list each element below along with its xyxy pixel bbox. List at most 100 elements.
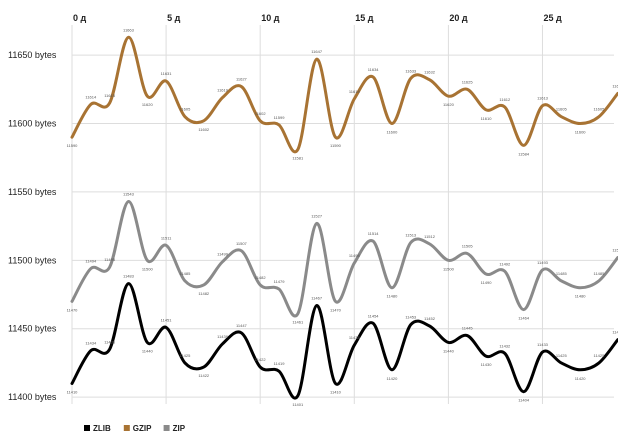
- data-label: 11422: [198, 373, 210, 378]
- data-label: 11440: [443, 348, 455, 353]
- data-label: 11404: [518, 398, 530, 403]
- data-label: 11440: [142, 348, 154, 353]
- data-label: 11499: [217, 252, 229, 257]
- data-label: 11425: [556, 353, 568, 358]
- data-label: 11401: [292, 402, 304, 407]
- legend-label: GZIP: [133, 424, 152, 433]
- data-label: 11485: [180, 271, 192, 276]
- data-label: 11600: [575, 130, 587, 135]
- data-label: 11410: [330, 389, 342, 394]
- x-tick-label: 5 д: [167, 13, 181, 23]
- series-line-zlib: [70, 282, 618, 400]
- data-label: 11619: [217, 88, 229, 93]
- data-label: 11498: [349, 253, 361, 258]
- y-tick-label: 11600 bytes: [8, 119, 57, 129]
- data-label: 11618: [349, 89, 361, 94]
- data-label: 11600: [387, 130, 399, 135]
- data-label: 11445: [462, 326, 474, 331]
- data-label: 11622: [612, 83, 618, 88]
- data-label: 11634: [368, 67, 380, 72]
- data-label: 11494: [85, 259, 97, 264]
- x-axis-ticks: 0 д 5 д 10 д 15 д 20 д 25 д: [73, 13, 562, 23]
- y-tick-label: 11450 bytes: [8, 324, 57, 334]
- data-label: 11602: [198, 127, 210, 132]
- legend-swatch: [123, 425, 130, 431]
- y-tick-label: 11650 bytes: [8, 50, 57, 60]
- data-label: 11599: [274, 115, 286, 120]
- data-label: 11620: [443, 102, 455, 107]
- data-label: 11480: [575, 294, 587, 299]
- series-lines: [70, 35, 618, 400]
- data-label: 11470: [67, 307, 79, 312]
- data-label: 11633: [405, 68, 417, 73]
- legend-swatch: [163, 425, 170, 431]
- data-label: 11430: [481, 362, 493, 367]
- data-label: 11422: [255, 357, 267, 362]
- legend-swatch: [84, 425, 90, 431]
- y-tick-label: 11500 bytes: [8, 255, 57, 265]
- data-label: 11647: [311, 49, 323, 54]
- data-label: 11435: [104, 339, 116, 344]
- data-label: 11433: [537, 342, 549, 347]
- y-tick-label: 11550 bytes: [8, 187, 57, 197]
- data-label: 11505: [462, 243, 474, 248]
- data-label: 11620: [142, 102, 154, 107]
- data-label: 11507: [236, 241, 248, 246]
- data-label: 11612: [499, 97, 511, 102]
- data-label: 11512: [424, 234, 436, 239]
- x-tick-label: 20 д: [449, 13, 468, 23]
- data-label: 11610: [481, 116, 493, 121]
- data-label: 11453: [405, 315, 417, 320]
- data-label: 11602: [255, 111, 267, 116]
- data-label: 11500: [142, 266, 154, 271]
- legend-label: ZIP: [173, 424, 186, 433]
- data-label: 11527: [311, 213, 323, 218]
- data-label: 11581: [292, 156, 304, 161]
- data-label: 11614: [85, 94, 97, 99]
- data-label: 11625: [462, 79, 474, 84]
- data-label: 11447: [236, 323, 248, 328]
- data-label: 11613: [537, 96, 549, 101]
- data-label: 11632: [424, 70, 436, 75]
- data-label: 11454: [368, 313, 380, 318]
- data-label: 11490: [481, 280, 493, 285]
- x-tick-label: 0 д: [73, 13, 87, 23]
- y-axis-ticks: 11400 bytes 11450 bytes 11500 bytes 11550 b…: [8, 50, 57, 402]
- data-label: 11584: [518, 151, 530, 156]
- data-label: 11590: [330, 143, 342, 148]
- data-label: 11485: [556, 271, 568, 276]
- data-label: 11663: [123, 27, 135, 32]
- data-label: 11495: [104, 257, 116, 262]
- data-label: 11420: [387, 376, 399, 381]
- data-label: 11425: [594, 353, 606, 358]
- data-label: 11483: [123, 274, 135, 279]
- data-label: 11492: [499, 261, 511, 266]
- data-label: 11439: [217, 334, 229, 339]
- data-label: 11420: [575, 376, 587, 381]
- y-tick-label: 11400 bytes: [8, 392, 57, 402]
- data-label: 11425: [180, 353, 192, 358]
- data-label: 11513: [405, 233, 417, 238]
- data-label: 11500: [443, 266, 455, 271]
- data-label: 11470: [330, 307, 342, 312]
- data-label: 11605: [556, 107, 568, 112]
- series-line-zip: [70, 199, 618, 318]
- series-line-gzip: [70, 35, 618, 154]
- data-label: 11605: [594, 107, 606, 112]
- data-label: 11514: [368, 231, 380, 236]
- data-label: 11442: [612, 330, 618, 335]
- data-label: 11511: [161, 235, 172, 240]
- data-label: 11627: [236, 77, 248, 82]
- x-tick-label: 15 д: [355, 13, 374, 23]
- data-label: 11464: [518, 316, 530, 321]
- x-tick-label: 10 д: [261, 13, 280, 23]
- data-label: 11485: [594, 271, 606, 276]
- legend-label: ZLIB: [93, 424, 111, 433]
- legend: ZLIB GZIP ZIP: [84, 424, 186, 433]
- data-label: 11451: [161, 317, 173, 322]
- data-labels: 11410 11434 11435 11483 11440 11451 11425 11422…: [67, 27, 618, 406]
- data-label: 11482: [198, 291, 210, 296]
- data-label: 11605: [180, 107, 192, 112]
- data-label: 11543: [123, 192, 135, 197]
